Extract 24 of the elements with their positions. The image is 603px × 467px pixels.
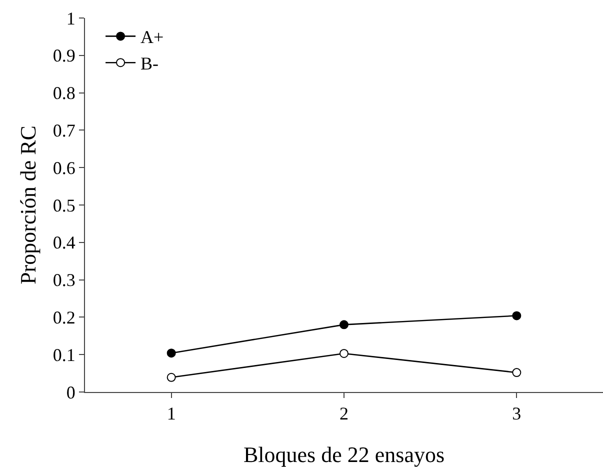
y-tick-label: 0.7 <box>52 120 76 140</box>
legend-label: B- <box>140 54 159 74</box>
point <box>166 372 176 382</box>
point <box>340 348 348 358</box>
y-tick-label: 0.2 <box>52 308 76 328</box>
y-tick-label: 0.6 <box>52 158 76 178</box>
y-tick-label: 0.8 <box>52 83 76 104</box>
y-tick-label: 0.1 <box>52 344 76 365</box>
point <box>166 348 176 358</box>
y-axis-title: Proporción de RC <box>16 126 41 284</box>
point <box>340 320 348 330</box>
point <box>512 368 522 378</box>
y-tick-label: 1 <box>66 8 76 28</box>
x-tick-label: 1 <box>166 404 176 424</box>
x-tick-label: 2 <box>340 404 348 424</box>
y-tick-label: 0.5 <box>52 195 76 216</box>
legend-label: A+ <box>140 27 164 48</box>
x-tick-label: 3 <box>512 404 522 424</box>
x-axis-title: Bloques de 22 ensayos <box>243 442 445 467</box>
y-tick-label: 0 <box>66 382 76 402</box>
point <box>512 311 522 320</box>
y-tick-label: 0.9 <box>52 46 76 66</box>
y-tick-label: 0.3 <box>52 270 76 290</box>
y-tick-label: 0.4 <box>52 232 76 253</box>
